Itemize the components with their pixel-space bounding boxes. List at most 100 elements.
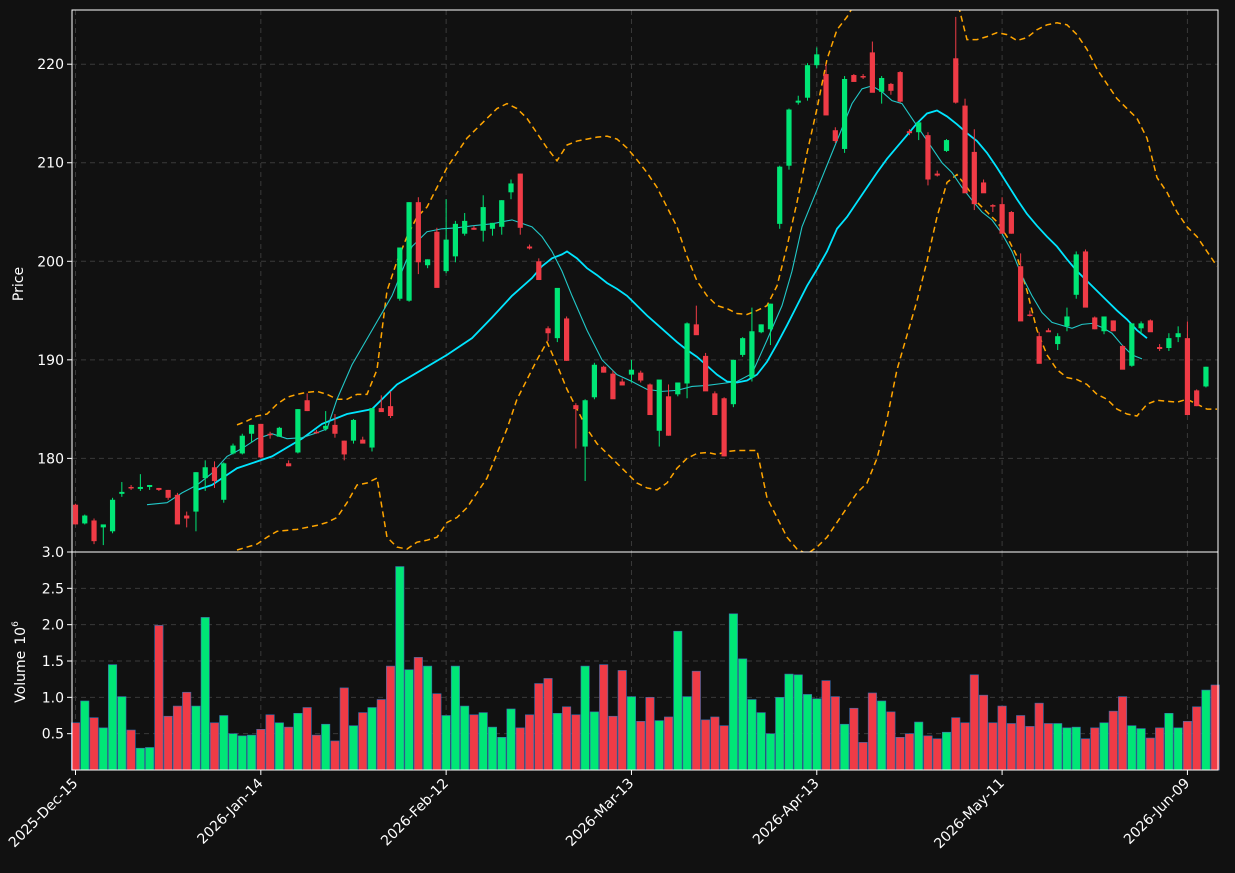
volume-bar — [525, 714, 535, 771]
candle-body — [378, 408, 384, 413]
candle-body — [1073, 254, 1079, 295]
candle-body — [758, 324, 764, 333]
volume-bar — [904, 733, 914, 771]
candle-body — [684, 323, 690, 384]
candle-body — [1147, 320, 1153, 333]
volume-bar — [960, 722, 970, 771]
volume-bar — [209, 722, 219, 771]
volume-bar — [867, 692, 877, 771]
volume-bar — [728, 613, 738, 771]
volume-bar — [1016, 715, 1026, 771]
candle-body — [202, 467, 208, 479]
price-tick-label: 200 — [37, 254, 64, 270]
candle-body — [702, 355, 709, 392]
volume-bar — [1164, 713, 1174, 771]
volume-bar — [886, 711, 896, 771]
candle-body — [332, 424, 338, 434]
volume-tick-label: 2.5 — [42, 581, 64, 597]
candle-body — [258, 423, 264, 458]
volume-bar — [274, 722, 284, 771]
candle-body — [137, 486, 143, 489]
candle-body — [795, 100, 801, 103]
volume-bar — [311, 734, 321, 771]
volume-bar — [543, 678, 553, 771]
volume-bar — [1127, 725, 1137, 771]
volume-multiplier-exponent: 6 — [11, 621, 21, 627]
price-axis: 180 190 200 210 220 — [37, 57, 72, 467]
volume-bar — [108, 664, 118, 771]
candle-body — [1119, 346, 1126, 370]
volume-bar — [719, 725, 729, 771]
candle-body — [767, 303, 774, 330]
candle-body — [1045, 330, 1052, 333]
candle-body — [193, 472, 199, 512]
volume-bar — [256, 729, 266, 771]
volume-bar — [979, 694, 989, 771]
volume-bar — [1062, 727, 1072, 771]
volume-bar — [599, 664, 609, 771]
candle-body — [1008, 212, 1014, 234]
candle-body — [990, 205, 996, 207]
volume-bar — [163, 715, 173, 771]
candle-body — [100, 524, 106, 528]
volume-bar — [154, 625, 164, 771]
candle-body — [91, 520, 97, 542]
volume-bar — [228, 733, 238, 771]
candle-body — [740, 338, 746, 355]
volume-bar — [515, 727, 525, 771]
candle-body — [1175, 333, 1181, 338]
candle-body — [879, 77, 885, 92]
volume-bar — [321, 723, 331, 771]
candle-body — [804, 65, 811, 98]
volume-axis-title: Volume 106 — [11, 621, 29, 703]
volume-bar — [339, 687, 349, 771]
volume-bar — [988, 722, 998, 771]
candle-body — [499, 200, 505, 227]
volume-bar — [293, 713, 303, 771]
volume-bar — [534, 683, 544, 771]
volume-bar — [386, 665, 396, 771]
candle-body — [851, 75, 857, 82]
volume-bar — [460, 705, 470, 771]
volume-bar — [1118, 696, 1128, 771]
volume-bar — [1053, 723, 1063, 771]
candle-body — [425, 259, 431, 266]
volume-bar — [302, 707, 312, 771]
candle-body — [221, 463, 227, 500]
volume-bar — [395, 566, 405, 771]
volume-bar — [626, 696, 636, 771]
candle-body — [267, 433, 273, 436]
candle-body — [415, 202, 421, 263]
volume-bar — [497, 736, 507, 771]
candle-body — [619, 381, 625, 386]
volume-bar — [812, 698, 822, 771]
candle-body — [563, 318, 570, 361]
candle-body — [999, 204, 1005, 234]
volume-bar — [756, 712, 766, 771]
volume-bar — [803, 694, 813, 771]
volume-bar — [450, 665, 460, 771]
candle-body — [508, 183, 514, 193]
candle-body — [230, 445, 236, 454]
price-tick-label: 210 — [37, 156, 64, 172]
candle-body — [1194, 390, 1200, 407]
volume-bar — [784, 673, 794, 771]
candle-body — [897, 72, 903, 102]
volume-bar — [432, 693, 442, 771]
volume-bar — [895, 736, 905, 771]
candle-body — [350, 419, 357, 441]
price-axis-title: Price — [11, 267, 27, 301]
volume-bar — [469, 714, 479, 771]
candle-body — [1064, 316, 1070, 327]
candle-body — [248, 424, 255, 434]
volume-bar — [247, 734, 257, 771]
candle-body — [1018, 266, 1024, 322]
candle-body — [1027, 314, 1033, 317]
volume-bar — [1090, 727, 1100, 771]
volume-tick-label: 0.5 — [42, 727, 64, 743]
volume-bar — [562, 706, 572, 771]
candle-body — [517, 173, 523, 228]
volume-tick-label: 1.0 — [42, 690, 64, 706]
volume-bar — [942, 731, 952, 771]
candle-body — [526, 246, 533, 249]
